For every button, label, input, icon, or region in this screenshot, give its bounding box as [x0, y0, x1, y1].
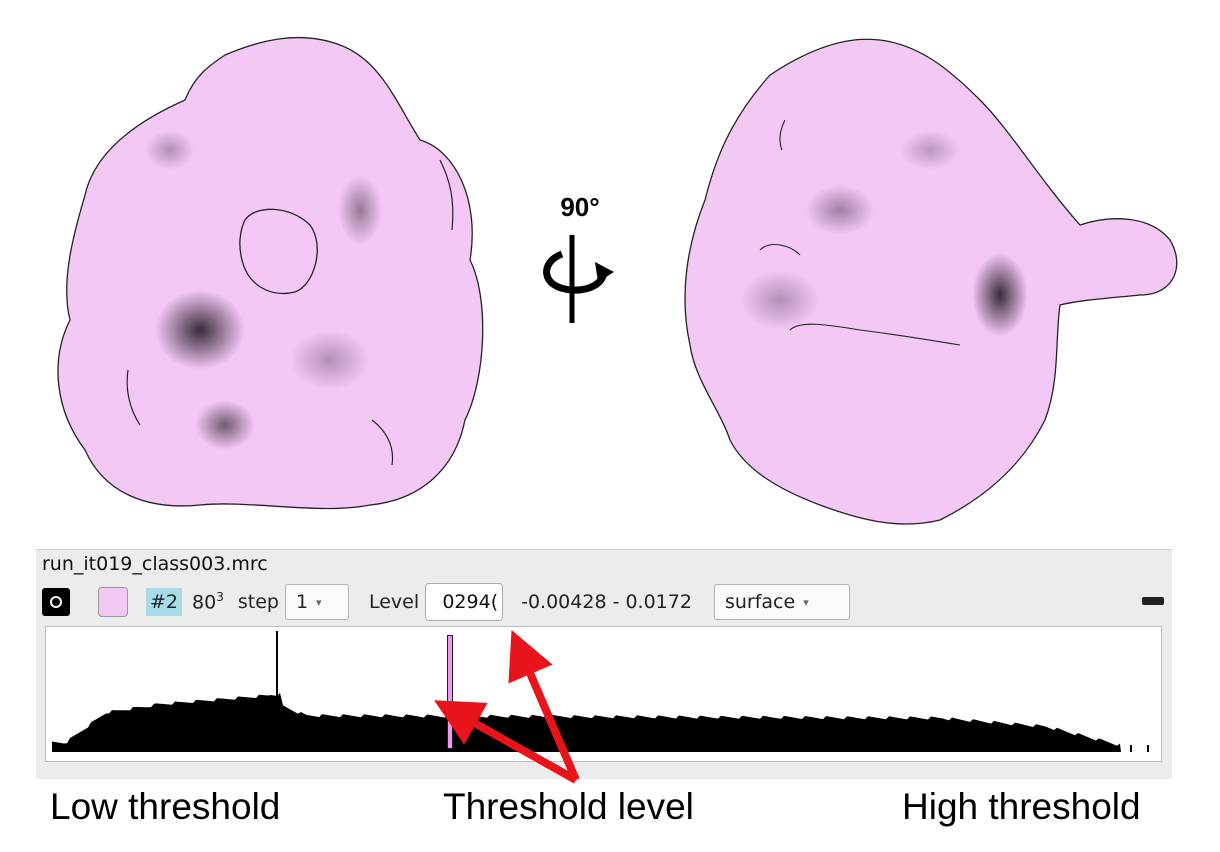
- step-label: step: [237, 591, 279, 613]
- volume-viewer[interactable]: [0, 0, 1220, 540]
- level-label: Level: [368, 591, 420, 613]
- rotation-angle-label: 90°: [560, 192, 600, 222]
- volume-size-label: 803: [192, 590, 224, 614]
- level-input[interactable]: [425, 583, 504, 621]
- caption-low-threshold: Low threshold: [50, 786, 281, 827]
- volume-toolbar: #2 803 step 1 ▾ Level -0.00428 - 0.0172 …: [42, 582, 1166, 622]
- chevron-down-icon: ▾: [803, 595, 809, 609]
- style-dropdown[interactable]: surface ▾: [713, 584, 850, 620]
- surface-rotated-view: [684, 38, 1178, 525]
- step-dropdown[interactable]: 1 ▾: [284, 584, 349, 620]
- histogram-outlier: [1147, 745, 1149, 752]
- step-value: 1: [295, 591, 309, 613]
- volume-viewer-panel: run_it019_class003.mrc #2 803 step 1 ▾ L…: [36, 549, 1172, 779]
- caption-threshold-level: Threshold level: [443, 786, 694, 827]
- model-id-label: #2: [146, 588, 183, 616]
- histogram[interactable]: [45, 626, 1162, 762]
- rotation-axis-icon: [543, 235, 614, 323]
- close-panel-icon[interactable]: [1142, 597, 1164, 605]
- caption-high-threshold: High threshold: [902, 786, 1141, 827]
- volume-filename: run_it019_class003.mrc: [42, 553, 268, 575]
- threshold-level-marker[interactable]: [447, 635, 454, 749]
- surface-front-view: [57, 36, 484, 510]
- style-value: surface: [724, 591, 796, 613]
- histogram-plot: [52, 631, 1149, 752]
- histogram-bars: [52, 693, 1121, 752]
- display-toggle-icon[interactable]: [42, 588, 70, 616]
- data-range-label: -0.00428 - 0.0172: [521, 591, 692, 613]
- color-swatch[interactable]: [98, 587, 128, 617]
- chevron-down-icon: ▾: [316, 595, 322, 609]
- histogram-outlier: [1130, 745, 1132, 752]
